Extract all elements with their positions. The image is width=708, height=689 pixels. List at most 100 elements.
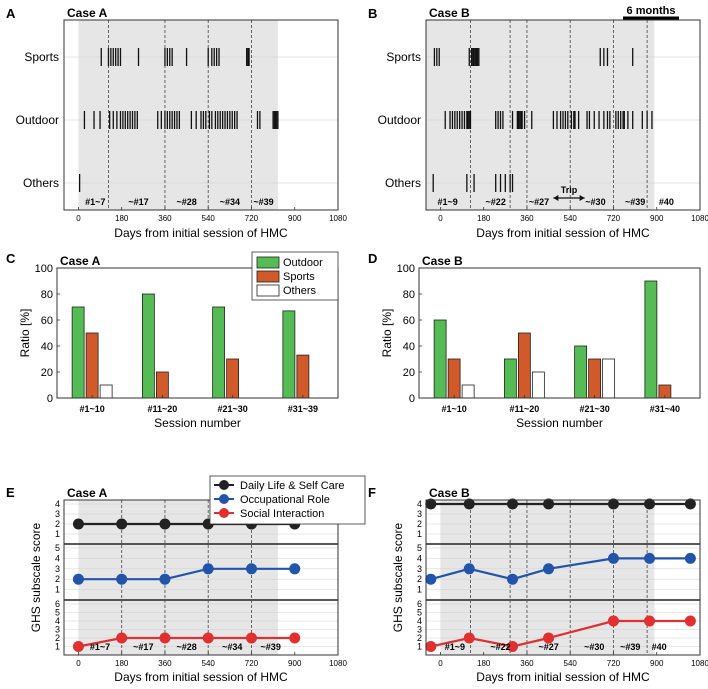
x-tick-label: 720 [245,214,259,223]
legend-swatch [256,284,280,297]
shaded-session-period [440,500,655,655]
x-tick-label: 0 [438,214,443,223]
category-label: Outdoor [16,113,59,127]
data-point [245,563,257,575]
bar [531,371,545,399]
data-point [607,615,619,627]
x-axis-label: Session number [154,416,241,430]
y-axis-label: GHS subscale score [29,522,43,632]
bar [433,319,447,399]
data-point [245,632,257,644]
session-label: #40 [659,197,674,207]
legend-label: Sports [283,271,315,283]
data-point [543,563,555,575]
y-tick-label: 1 [55,585,60,595]
y-tick-label: 80 [41,289,53,301]
session-label: ~#27 [538,642,558,652]
category-label: Others [385,176,421,190]
legend-swatch [256,256,280,269]
y-tick-label: 1 [417,642,422,652]
y-tick-label: 100 [397,263,415,275]
session-label: ~#30 [585,197,605,207]
data-point [644,615,656,627]
plot-frame [63,19,339,211]
y-tick-label: 6 [417,599,422,609]
panel-letter-d: D [368,251,377,266]
data-point [463,563,475,575]
y-tick-label: 20 [41,367,53,379]
data-point [116,573,128,585]
y-tick-label: 2 [55,519,60,529]
session-label: ~#17 [128,197,148,207]
trip-arrow-head-left [553,195,559,201]
x-axis-label: Days from initial session of HMC [114,226,288,240]
panel-b-raster: Sports Outdoor Others #1~9 ~#22 ~#27 ~#30 ~#39 #… [378,6,708,240]
x-tick-label: #21~30 [217,404,247,414]
x-tick-label: #11~20 [509,404,539,414]
panel-letter-e: E [6,485,15,500]
legend-box [209,475,366,525]
bar [71,306,85,399]
x-tick-label: 900 [288,214,302,223]
x-tick-label: 360 [520,659,534,668]
x-tick-label: 540 [202,659,216,668]
data-point [644,498,656,510]
category-label: Others [23,176,59,190]
x-tick-label: 540 [564,214,578,223]
bar [212,306,226,399]
data-point [425,573,437,585]
legend-swatch [256,270,280,283]
x-tick-label: 540 [564,659,578,668]
data-point [684,615,696,627]
y-tick-label: 5 [417,608,422,618]
y-tick-label: 4 [417,616,422,626]
data-point [289,632,301,644]
trip-arrow-head-right [579,195,585,201]
x-axis-label: Session number [516,416,603,430]
x-tick-label: 180 [477,659,491,668]
session-label: ~#34 [222,642,242,652]
y-tick-label: 3 [55,509,60,519]
data-point [644,552,656,564]
data-point [607,498,619,510]
data-point [425,498,437,510]
x-tick-label: 900 [288,659,302,668]
y-tick-label: 60 [41,315,53,327]
x-axis-label: Days from initial session of HMC [114,670,288,684]
shaded-session-period [78,500,278,655]
y-tick-label: 3 [417,564,422,574]
y-tick-label: 20 [403,367,415,379]
x-tick-label: #1~10 [441,404,466,414]
legend-label: Occupational Role [240,494,330,506]
session-label: ~#28 [176,197,196,207]
bar [296,354,310,399]
x-tick-label: 360 [158,214,172,223]
y-tick-label: 1 [417,529,422,539]
y-tick-label: 3 [417,509,422,519]
x-tick-label: 900 [650,214,664,223]
session-label: ~#28 [176,642,196,652]
legend-marker [219,480,229,490]
session-label: ~#39 [625,197,645,207]
data-point [116,632,128,644]
session-label: #1~7 [85,197,105,207]
panel-letter-f: F [368,485,376,500]
plot-frame [418,267,701,399]
x-tick-label: 360 [158,659,172,668]
bar [99,384,113,399]
y-tick-label: 100 [35,263,53,275]
data-point [72,573,84,585]
x-tick-label: 1080 [329,659,347,668]
data-point [202,632,214,644]
data-point [684,552,696,564]
panel-letter-a: A [6,6,16,21]
y-tick-label: 4 [417,499,422,509]
data-point [289,563,301,575]
x-tick-label: 720 [607,659,621,668]
panel-title: Case B [429,6,470,20]
session-label: ~#17 [133,642,153,652]
session-label: #1~9 [445,642,465,652]
bar [155,371,169,399]
